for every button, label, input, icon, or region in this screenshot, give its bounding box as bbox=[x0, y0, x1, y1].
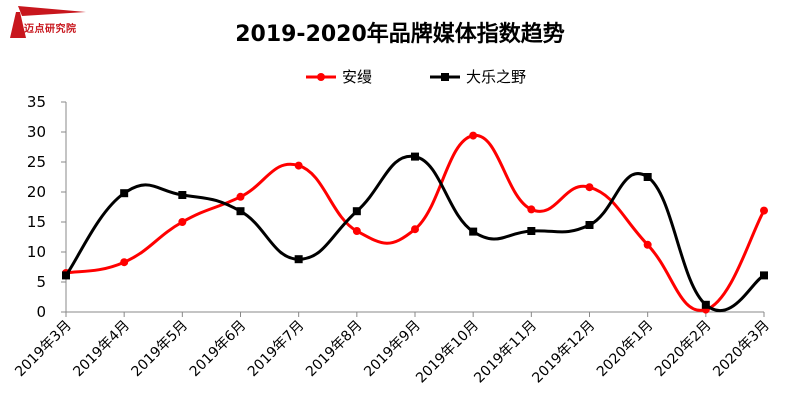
data-point bbox=[236, 207, 245, 216]
legend-label: 大乐之野 bbox=[466, 68, 526, 86]
y-tick-label: 15 bbox=[27, 213, 46, 231]
logo-mark bbox=[10, 6, 86, 38]
data-point bbox=[178, 218, 187, 226]
data-point bbox=[469, 227, 478, 236]
series-dalezhiye bbox=[62, 152, 768, 313]
y-tick-label: 5 bbox=[36, 273, 46, 291]
legend-label: 安缦 bbox=[342, 68, 372, 86]
chart-title: 2019-2020年品牌媒体指数趋势 bbox=[235, 22, 565, 47]
data-point bbox=[701, 300, 710, 309]
logo-text: 迈点研究院 bbox=[24, 24, 77, 35]
x-tick-label: 2019年7月 bbox=[245, 318, 308, 381]
x-tick-label: 2019年8月 bbox=[303, 318, 366, 381]
brand-logo: 迈点研究院 bbox=[2, 2, 90, 42]
axes: 051015202530352019年3月2019年4月2019年5月2019年… bbox=[12, 93, 773, 386]
y-tick-label: 35 bbox=[27, 93, 46, 111]
data-point bbox=[352, 207, 361, 216]
x-tick-label: 2020年3月 bbox=[710, 318, 773, 381]
series-layer bbox=[62, 131, 768, 314]
y-tick-label: 30 bbox=[27, 123, 46, 141]
x-tick-label: 2020年2月 bbox=[652, 318, 715, 381]
data-point bbox=[469, 131, 478, 140]
data-point bbox=[411, 152, 419, 161]
y-tick-label: 10 bbox=[27, 243, 46, 261]
x-tick-label: 2019年3月 bbox=[12, 318, 75, 381]
data-point bbox=[294, 161, 303, 170]
y-tick-label: 20 bbox=[27, 183, 46, 201]
data-point bbox=[411, 225, 419, 234]
data-point bbox=[643, 173, 652, 181]
x-tick-label: 2019年9月 bbox=[361, 318, 424, 381]
legend-item: 大乐之野 bbox=[430, 68, 526, 86]
data-point bbox=[294, 255, 303, 264]
data-point bbox=[178, 191, 187, 199]
y-tick-label: 25 bbox=[27, 153, 46, 171]
x-tick-label: 2020年1月 bbox=[594, 318, 657, 381]
legend-item: 安缦 bbox=[306, 68, 372, 86]
x-tick-label: 2019年4月 bbox=[70, 318, 133, 381]
x-tick-label: 2019年12月 bbox=[529, 318, 598, 387]
series-line bbox=[64, 154, 765, 313]
data-point bbox=[585, 183, 594, 192]
data-point bbox=[120, 258, 129, 267]
data-point bbox=[527, 227, 536, 235]
legend-marker bbox=[317, 73, 325, 81]
x-tick-label: 2019年6月 bbox=[187, 318, 250, 381]
data-point bbox=[585, 221, 594, 229]
legend-marker bbox=[441, 73, 449, 81]
data-point bbox=[643, 240, 652, 249]
series-line bbox=[65, 134, 766, 312]
data-point bbox=[236, 192, 245, 201]
data-point bbox=[62, 271, 70, 280]
x-tick-label: 2019年5月 bbox=[129, 318, 192, 381]
data-point bbox=[760, 206, 768, 215]
y-tick-label: 0 bbox=[36, 303, 46, 321]
data-point bbox=[760, 271, 768, 280]
legend: 安缦 大乐之野 bbox=[306, 68, 526, 86]
data-point bbox=[120, 189, 129, 198]
data-point bbox=[352, 227, 361, 235]
data-point bbox=[527, 205, 536, 214]
